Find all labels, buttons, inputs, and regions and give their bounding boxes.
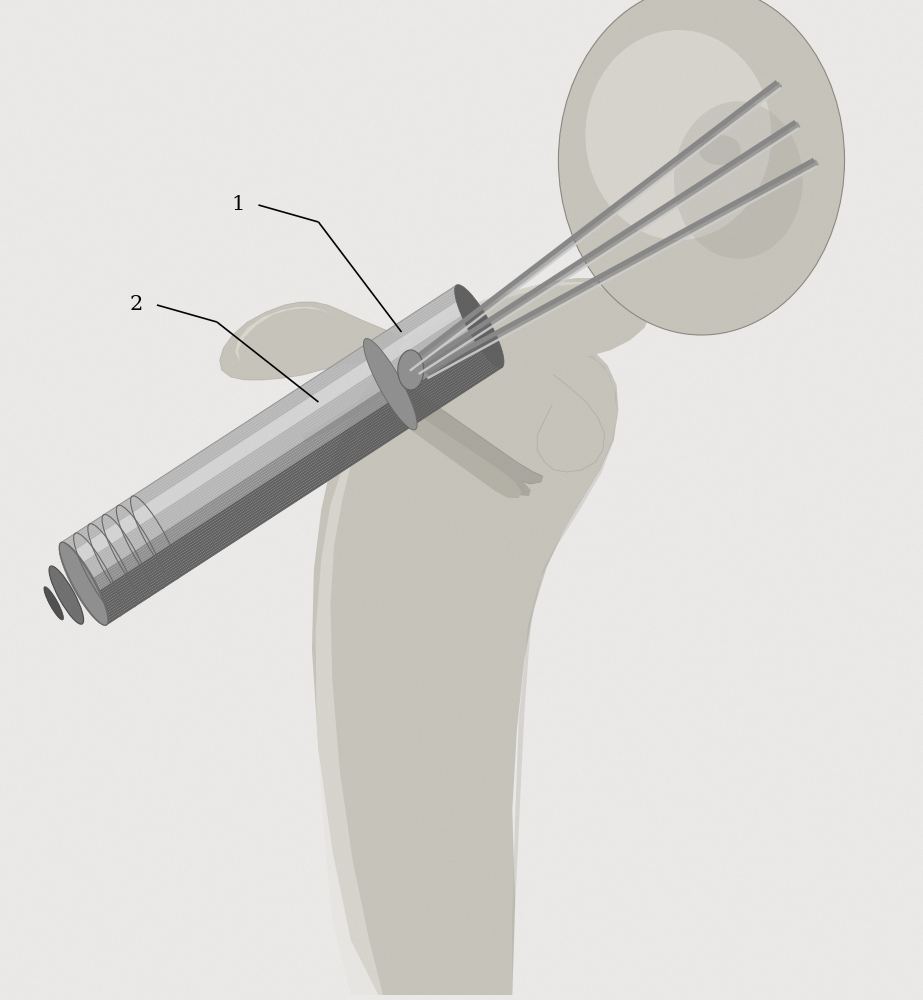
Polygon shape xyxy=(89,334,485,594)
Polygon shape xyxy=(417,282,609,336)
Polygon shape xyxy=(74,308,470,567)
Polygon shape xyxy=(105,365,502,625)
Polygon shape xyxy=(63,289,460,549)
Ellipse shape xyxy=(59,542,108,625)
Polygon shape xyxy=(61,285,458,545)
Text: 1: 1 xyxy=(232,196,245,215)
Polygon shape xyxy=(98,351,494,611)
Text: 2: 2 xyxy=(130,296,143,314)
Polygon shape xyxy=(70,302,467,561)
Polygon shape xyxy=(386,400,531,496)
Polygon shape xyxy=(512,342,617,995)
Polygon shape xyxy=(90,337,486,596)
Polygon shape xyxy=(75,310,472,569)
Polygon shape xyxy=(374,328,591,465)
Polygon shape xyxy=(312,323,618,995)
Polygon shape xyxy=(77,314,473,573)
Polygon shape xyxy=(66,295,463,555)
Polygon shape xyxy=(67,297,464,557)
Polygon shape xyxy=(104,363,501,623)
Ellipse shape xyxy=(674,101,803,259)
Polygon shape xyxy=(78,316,474,576)
Polygon shape xyxy=(79,318,476,578)
Polygon shape xyxy=(81,322,478,582)
Polygon shape xyxy=(386,404,521,498)
Polygon shape xyxy=(87,332,484,592)
Ellipse shape xyxy=(455,285,504,368)
Polygon shape xyxy=(95,347,492,606)
Polygon shape xyxy=(66,293,462,553)
Polygon shape xyxy=(235,307,332,362)
Polygon shape xyxy=(62,287,459,547)
Polygon shape xyxy=(76,312,473,571)
Ellipse shape xyxy=(585,30,772,240)
Ellipse shape xyxy=(44,587,64,620)
Ellipse shape xyxy=(398,350,424,390)
Polygon shape xyxy=(93,343,489,602)
Polygon shape xyxy=(94,345,491,604)
Ellipse shape xyxy=(700,135,741,165)
Polygon shape xyxy=(103,361,500,621)
Polygon shape xyxy=(102,359,498,619)
Polygon shape xyxy=(86,330,483,590)
Polygon shape xyxy=(388,386,543,484)
Polygon shape xyxy=(96,349,493,608)
Polygon shape xyxy=(84,326,481,586)
Polygon shape xyxy=(99,353,496,613)
Ellipse shape xyxy=(558,0,845,335)
Ellipse shape xyxy=(364,339,417,430)
Polygon shape xyxy=(537,375,605,472)
Polygon shape xyxy=(90,339,487,598)
Polygon shape xyxy=(316,340,462,995)
Polygon shape xyxy=(69,299,465,559)
Polygon shape xyxy=(220,302,406,380)
Polygon shape xyxy=(100,355,497,615)
Polygon shape xyxy=(80,320,477,580)
Polygon shape xyxy=(82,324,479,584)
Polygon shape xyxy=(85,328,482,588)
Polygon shape xyxy=(71,304,468,563)
Ellipse shape xyxy=(49,566,84,624)
Polygon shape xyxy=(72,306,469,565)
Polygon shape xyxy=(303,384,386,442)
Polygon shape xyxy=(65,291,462,551)
Polygon shape xyxy=(406,278,651,360)
Polygon shape xyxy=(91,341,488,600)
Polygon shape xyxy=(101,357,497,617)
